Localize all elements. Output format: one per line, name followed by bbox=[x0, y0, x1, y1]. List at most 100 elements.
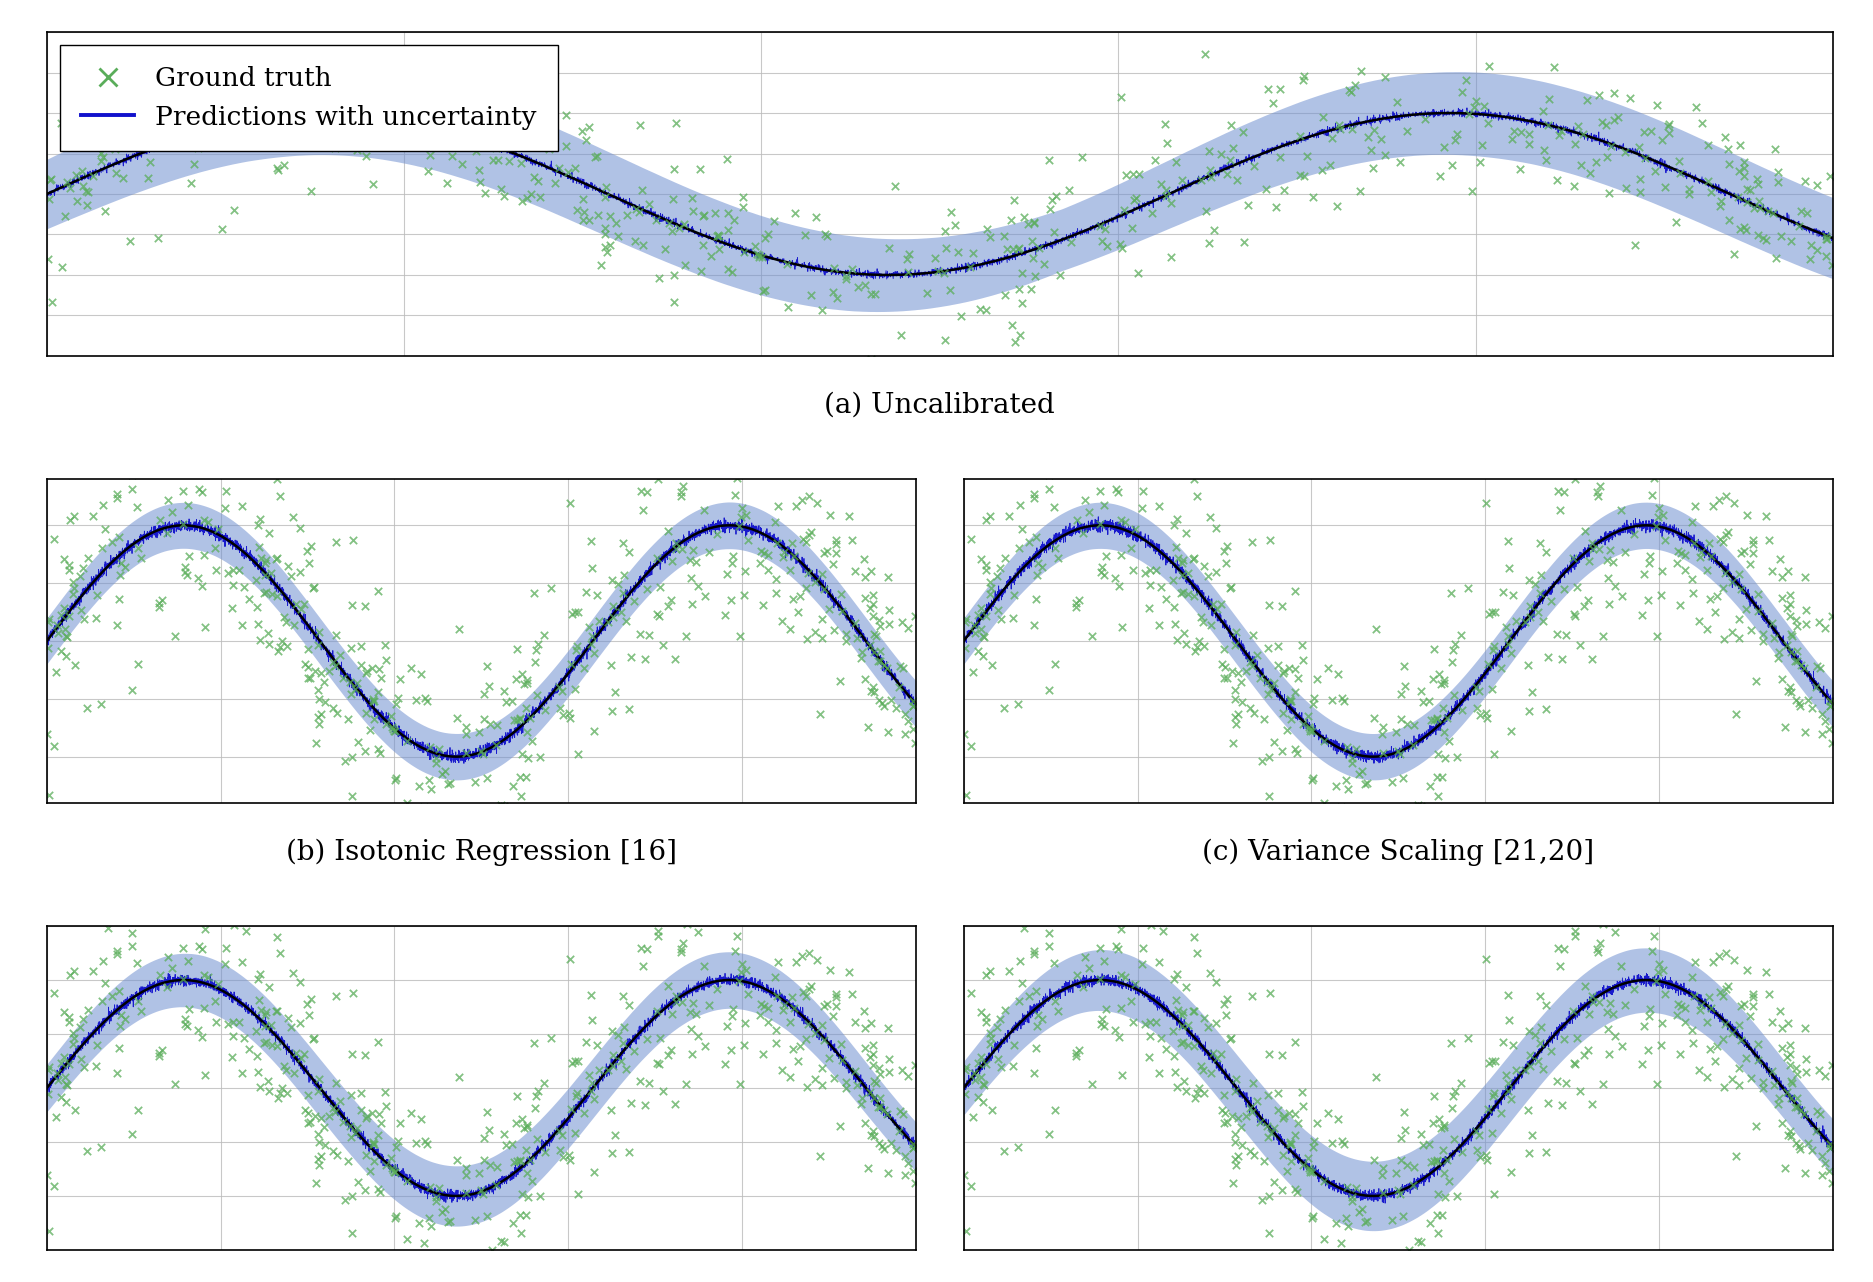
Point bbox=[1178, 927, 1208, 947]
Point bbox=[322, 626, 352, 646]
Point bbox=[1040, 991, 1069, 1011]
Point bbox=[577, 558, 607, 578]
Point bbox=[1038, 953, 1068, 973]
Point bbox=[169, 938, 199, 959]
Point bbox=[725, 1073, 755, 1094]
Point bbox=[783, 1050, 813, 1070]
Point bbox=[118, 936, 148, 956]
Point bbox=[296, 536, 326, 556]
Point bbox=[1766, 1037, 1796, 1058]
Point bbox=[363, 1126, 393, 1146]
Point bbox=[502, 638, 532, 659]
Point bbox=[1298, 1206, 1328, 1227]
Point bbox=[601, 213, 631, 233]
Point bbox=[1197, 1042, 1227, 1063]
Point bbox=[1742, 600, 1772, 620]
Point bbox=[66, 1049, 96, 1069]
Point bbox=[266, 1083, 296, 1104]
Point bbox=[302, 733, 332, 754]
Point bbox=[875, 1049, 905, 1069]
Point bbox=[172, 1017, 202, 1037]
Point bbox=[965, 549, 995, 569]
Point bbox=[920, 247, 950, 268]
Point bbox=[219, 915, 249, 936]
Point bbox=[350, 663, 380, 683]
Point bbox=[865, 651, 895, 672]
Point bbox=[408, 796, 438, 817]
Point bbox=[983, 901, 1013, 922]
Point bbox=[1691, 1067, 1721, 1087]
Point bbox=[1307, 1170, 1337, 1191]
Point bbox=[88, 951, 118, 972]
Point bbox=[1090, 219, 1120, 240]
Point bbox=[562, 1082, 592, 1103]
Point bbox=[966, 626, 996, 646]
Point bbox=[288, 594, 318, 614]
Point bbox=[506, 1265, 536, 1282]
Point bbox=[1135, 574, 1165, 595]
Point bbox=[1246, 1190, 1276, 1210]
Point bbox=[1706, 191, 1736, 212]
Point bbox=[472, 1101, 502, 1122]
Point bbox=[669, 214, 699, 235]
Point bbox=[350, 1108, 380, 1128]
Point bbox=[989, 226, 1019, 246]
Point bbox=[1809, 710, 1839, 731]
Point bbox=[1360, 1067, 1390, 1087]
Point bbox=[1691, 135, 1721, 155]
Point bbox=[1116, 538, 1146, 559]
Point bbox=[1204, 594, 1234, 614]
Point bbox=[212, 937, 242, 958]
Point bbox=[174, 999, 204, 1019]
Point bbox=[794, 486, 824, 506]
Point bbox=[1210, 1005, 1240, 1026]
Point bbox=[777, 1038, 807, 1059]
Point bbox=[1017, 247, 1047, 268]
Point bbox=[1382, 92, 1412, 113]
Point bbox=[1427, 1163, 1457, 1183]
Point bbox=[1279, 738, 1309, 759]
Point bbox=[1504, 159, 1534, 179]
Point bbox=[794, 942, 824, 963]
Point bbox=[1467, 135, 1497, 155]
Point bbox=[1178, 1000, 1208, 1020]
Point bbox=[1779, 1096, 1809, 1117]
Point bbox=[1714, 154, 1744, 174]
Point bbox=[867, 1136, 897, 1156]
Point bbox=[1339, 76, 1369, 96]
Point bbox=[1761, 247, 1791, 268]
Point bbox=[1712, 522, 1742, 542]
Point bbox=[169, 481, 199, 501]
Point bbox=[749, 279, 779, 300]
Point bbox=[790, 1028, 820, 1049]
Point bbox=[285, 518, 315, 538]
Point bbox=[262, 1000, 292, 1020]
Point bbox=[1515, 606, 1545, 627]
Point bbox=[627, 500, 657, 520]
Point bbox=[1631, 590, 1661, 610]
Point bbox=[341, 673, 371, 694]
Point bbox=[328, 1111, 358, 1132]
Point bbox=[1040, 1100, 1069, 1120]
Point bbox=[1382, 741, 1412, 762]
Point bbox=[1592, 568, 1622, 588]
Point bbox=[1590, 146, 1620, 167]
Point bbox=[202, 519, 232, 540]
Point bbox=[1038, 222, 1068, 242]
Point bbox=[303, 1155, 333, 1176]
Point bbox=[170, 556, 200, 577]
Point bbox=[37, 291, 67, 312]
Point bbox=[1178, 586, 1208, 606]
Point bbox=[684, 463, 714, 483]
Point bbox=[1762, 1087, 1792, 1108]
Point bbox=[1772, 597, 1802, 618]
Point bbox=[1167, 171, 1197, 191]
Point bbox=[1257, 92, 1287, 113]
Point bbox=[448, 1265, 478, 1282]
Point bbox=[811, 995, 841, 1015]
Point bbox=[1781, 1087, 1811, 1108]
Point bbox=[684, 1026, 714, 1046]
Point bbox=[391, 1228, 421, 1249]
Point bbox=[824, 1115, 854, 1136]
Point bbox=[380, 770, 410, 791]
